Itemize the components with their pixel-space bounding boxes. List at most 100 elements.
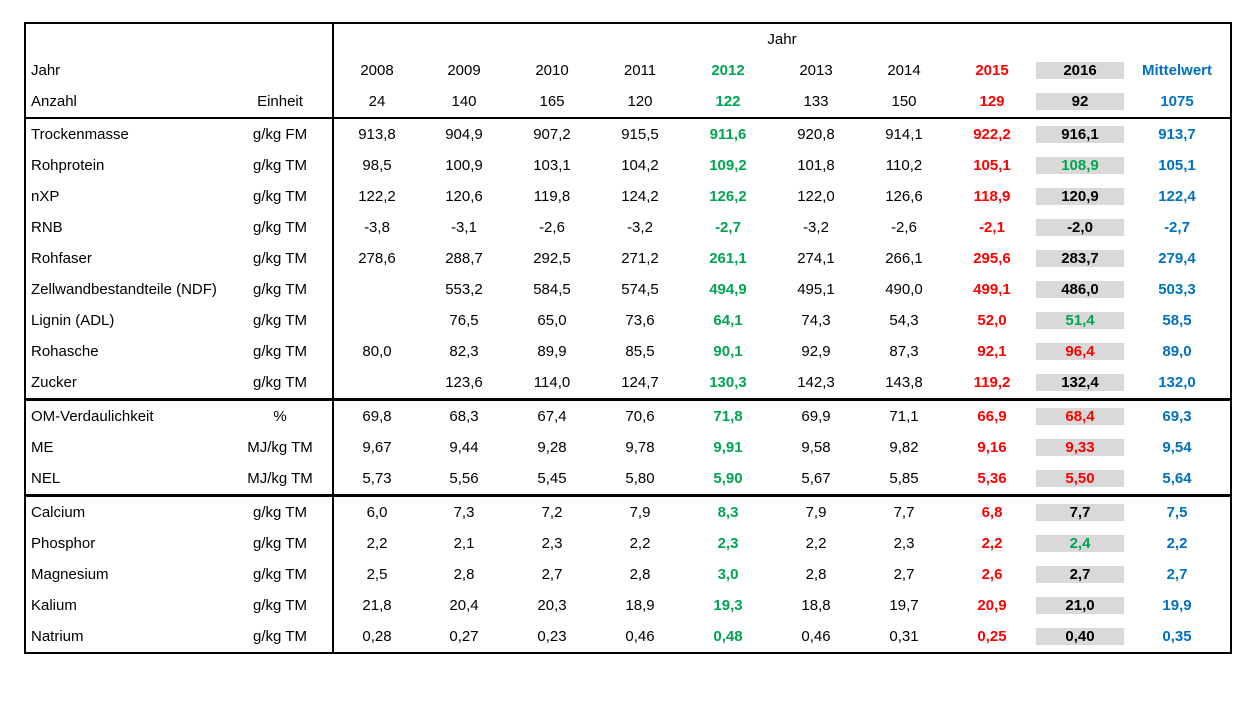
unit-cell: g/kg TM (253, 597, 307, 614)
unit-cell: g/kg TM (253, 219, 307, 236)
table-row: ME MJ/kg TM 9,67 9,44 9,28 9,78 9,91 9,58 9,82 9,… (26, 432, 1230, 463)
value-cell: 5,85 (889, 470, 919, 487)
value-cell: 64,1 (713, 312, 743, 329)
count-row-label: Anzahl (31, 93, 77, 110)
value-cell: 278,6 (332, 243, 420, 274)
table-row: Magnesium g/kg TM 2,5 2,8 2,7 2,8 3,0 2,8 2,7 2,6… (26, 559, 1230, 590)
count-cell: 140 (451, 93, 477, 110)
value-cell: 0,23 (537, 628, 567, 645)
value-cell: 73,6 (625, 312, 655, 329)
value-cell: 907,2 (533, 126, 571, 143)
value-cell: 9,58 (801, 439, 831, 456)
value-cell: 2,3 (541, 535, 563, 552)
value-cell: 65,0 (537, 312, 567, 329)
year-header: 2015 (975, 62, 1009, 79)
value-cell: 913,8 (332, 119, 420, 150)
value-cell: 914,1 (885, 126, 923, 143)
value-cell: 54,3 (889, 312, 919, 329)
value-cell: 90,1 (713, 343, 743, 360)
value-cell: -2,0 (1036, 219, 1124, 236)
value-cell: 110,2 (885, 157, 923, 174)
value-cell: 9,33 (1036, 439, 1124, 456)
value-cell: 101,8 (797, 157, 835, 174)
value-cell: 9,67 (332, 432, 420, 463)
table-block: Trockenmasse g/kg FM 913,8 904,9 907,2 915,5 9… (26, 119, 1230, 398)
table-row: NEL MJ/kg TM 5,73 5,56 5,45 5,80 5,90 5,67 5,85 5… (26, 463, 1230, 494)
table-row: Zucker g/kg TM 123,6 114,0 124,7 130,3 142,3 14… (26, 367, 1230, 398)
year-group-row: Jahr (26, 24, 1230, 55)
value-cell: 503,3 (1158, 281, 1196, 298)
value-cell: 916,1 (1036, 126, 1124, 143)
value-cell: 2,2 (805, 535, 827, 552)
value-cell: 5,80 (625, 470, 655, 487)
value-cell: 904,9 (445, 126, 483, 143)
value-cell: 85,5 (625, 343, 655, 360)
table-row: Calcium g/kg TM 6,0 7,3 7,2 7,9 8,3 7,9 7,7 6,8 7,… (26, 497, 1230, 528)
value-cell: 2,2 (629, 535, 651, 552)
value-cell: 279,4 (1158, 250, 1196, 267)
table-row: Rohprotein g/kg TM 98,5 100,9 103,1 104,2 109,… (26, 150, 1230, 181)
value-cell: 6,8 (981, 504, 1003, 521)
value-cell: 2,7 (541, 566, 563, 583)
value-cell: 126,2 (709, 188, 747, 205)
unit-cell: g/kg TM (253, 374, 307, 391)
value-cell: 292,5 (533, 250, 571, 267)
unit-cell: g/kg TM (253, 535, 307, 552)
value-cell: 915,5 (621, 126, 659, 143)
year-header: 2010 (535, 62, 569, 79)
value-cell: 109,2 (709, 157, 747, 174)
count-cell: 24 (332, 86, 420, 117)
value-cell: 494,9 (709, 281, 747, 298)
value-cell: 0,31 (889, 628, 919, 645)
unit-cell: g/kg TM (253, 504, 307, 521)
table-row: nXP g/kg TM 122,2 120,6 119,8 124,2 126,2 122,0… (26, 181, 1230, 212)
row-label: Calcium (31, 504, 86, 521)
unit-cell: g/kg FM (252, 126, 308, 143)
row-label: nXP (31, 188, 60, 205)
table-header: Jahr Jahr 2008 2009 2010 2011 2012 2013 2014 20… (26, 24, 1230, 119)
year-header: 2008 (332, 55, 420, 86)
value-cell: 118,9 (973, 188, 1011, 205)
row-label: Magnesium (31, 566, 109, 583)
year-header: 2014 (887, 62, 921, 79)
value-cell (332, 274, 420, 305)
unit-cell: g/kg TM (253, 281, 307, 298)
value-cell: -2,7 (715, 219, 741, 236)
year-header: 2011 (623, 62, 657, 79)
value-cell: 9,54 (1162, 439, 1192, 456)
value-cell: 68,3 (449, 408, 479, 425)
value-cell: 69,9 (801, 408, 831, 425)
value-cell: 5,36 (977, 470, 1007, 487)
value-cell: 0,40 (1036, 628, 1124, 645)
value-cell: 103,1 (533, 157, 571, 174)
year-header-row: Jahr 2008 2009 2010 2011 2012 2013 2014 2015 201… (26, 55, 1230, 86)
row-label: Lignin (ADL) (31, 312, 115, 329)
value-cell: 66,9 (977, 408, 1007, 425)
value-cell: 120,6 (445, 188, 483, 205)
value-cell: 19,3 (713, 597, 743, 614)
value-cell: 499,1 (973, 281, 1011, 298)
value-cell: 266,1 (885, 250, 923, 267)
count-row: Anzahl Einheit 24 140 165 120 122 133 150 129 92… (26, 86, 1230, 117)
value-cell: 68,4 (1036, 408, 1124, 425)
table-row: OM-Verdaulichkeit% 69,8 68,3 67,4 70,6 71,8 69… (26, 401, 1230, 432)
value-cell: 0,46 (625, 628, 655, 645)
value-cell: 7,7 (893, 504, 915, 521)
value-cell: 7,9 (629, 504, 651, 521)
value-cell: 122,2 (332, 181, 420, 212)
table-row: Natrium g/kg TM 0,28 0,27 0,23 0,46 0,48 0,46 0,… (26, 621, 1230, 652)
table-row: Lignin (ADL) g/kg TM 76,5 65,0 73,6 64,1 74,3 5… (26, 305, 1230, 336)
count-cell: 92 (1036, 93, 1124, 110)
value-cell: 2,2 (1166, 535, 1188, 552)
unit-cell: g/kg TM (253, 188, 307, 205)
value-cell: 2,7 (1036, 566, 1124, 583)
row-label: Zellwandbestandteile (NDF) (31, 281, 217, 298)
value-cell: 2,4 (1036, 535, 1124, 552)
row-label: OM-Verdaulichkeit (31, 408, 154, 425)
value-cell: 71,8 (713, 408, 743, 425)
row-label: Natrium (31, 628, 84, 645)
value-cell: 130,3 (709, 374, 747, 391)
value-cell: -3,8 (332, 212, 420, 243)
value-cell: 52,0 (977, 312, 1007, 329)
unit-cell: g/kg TM (253, 566, 307, 583)
